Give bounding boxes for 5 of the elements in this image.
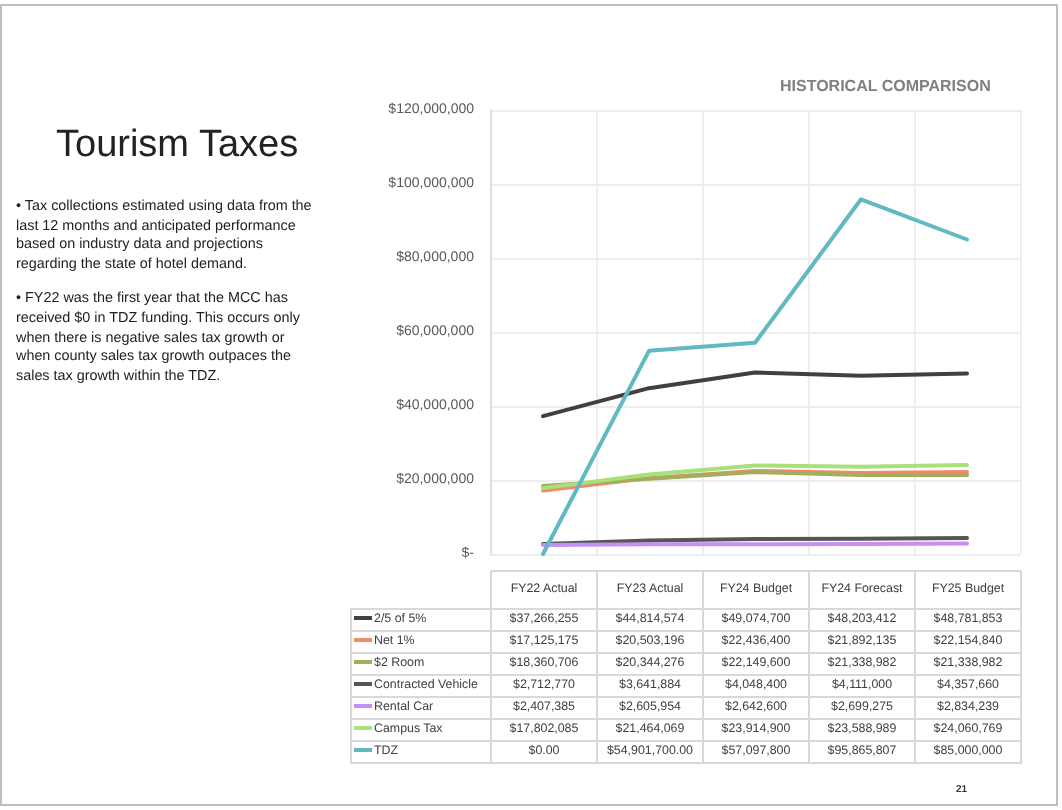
line-series [541,197,969,556]
line-series [541,462,969,491]
line-series [541,370,969,419]
text: Tourism Taxes [56,124,299,168]
chart-title: HISTORICAL COMPARISON [780,77,992,95]
